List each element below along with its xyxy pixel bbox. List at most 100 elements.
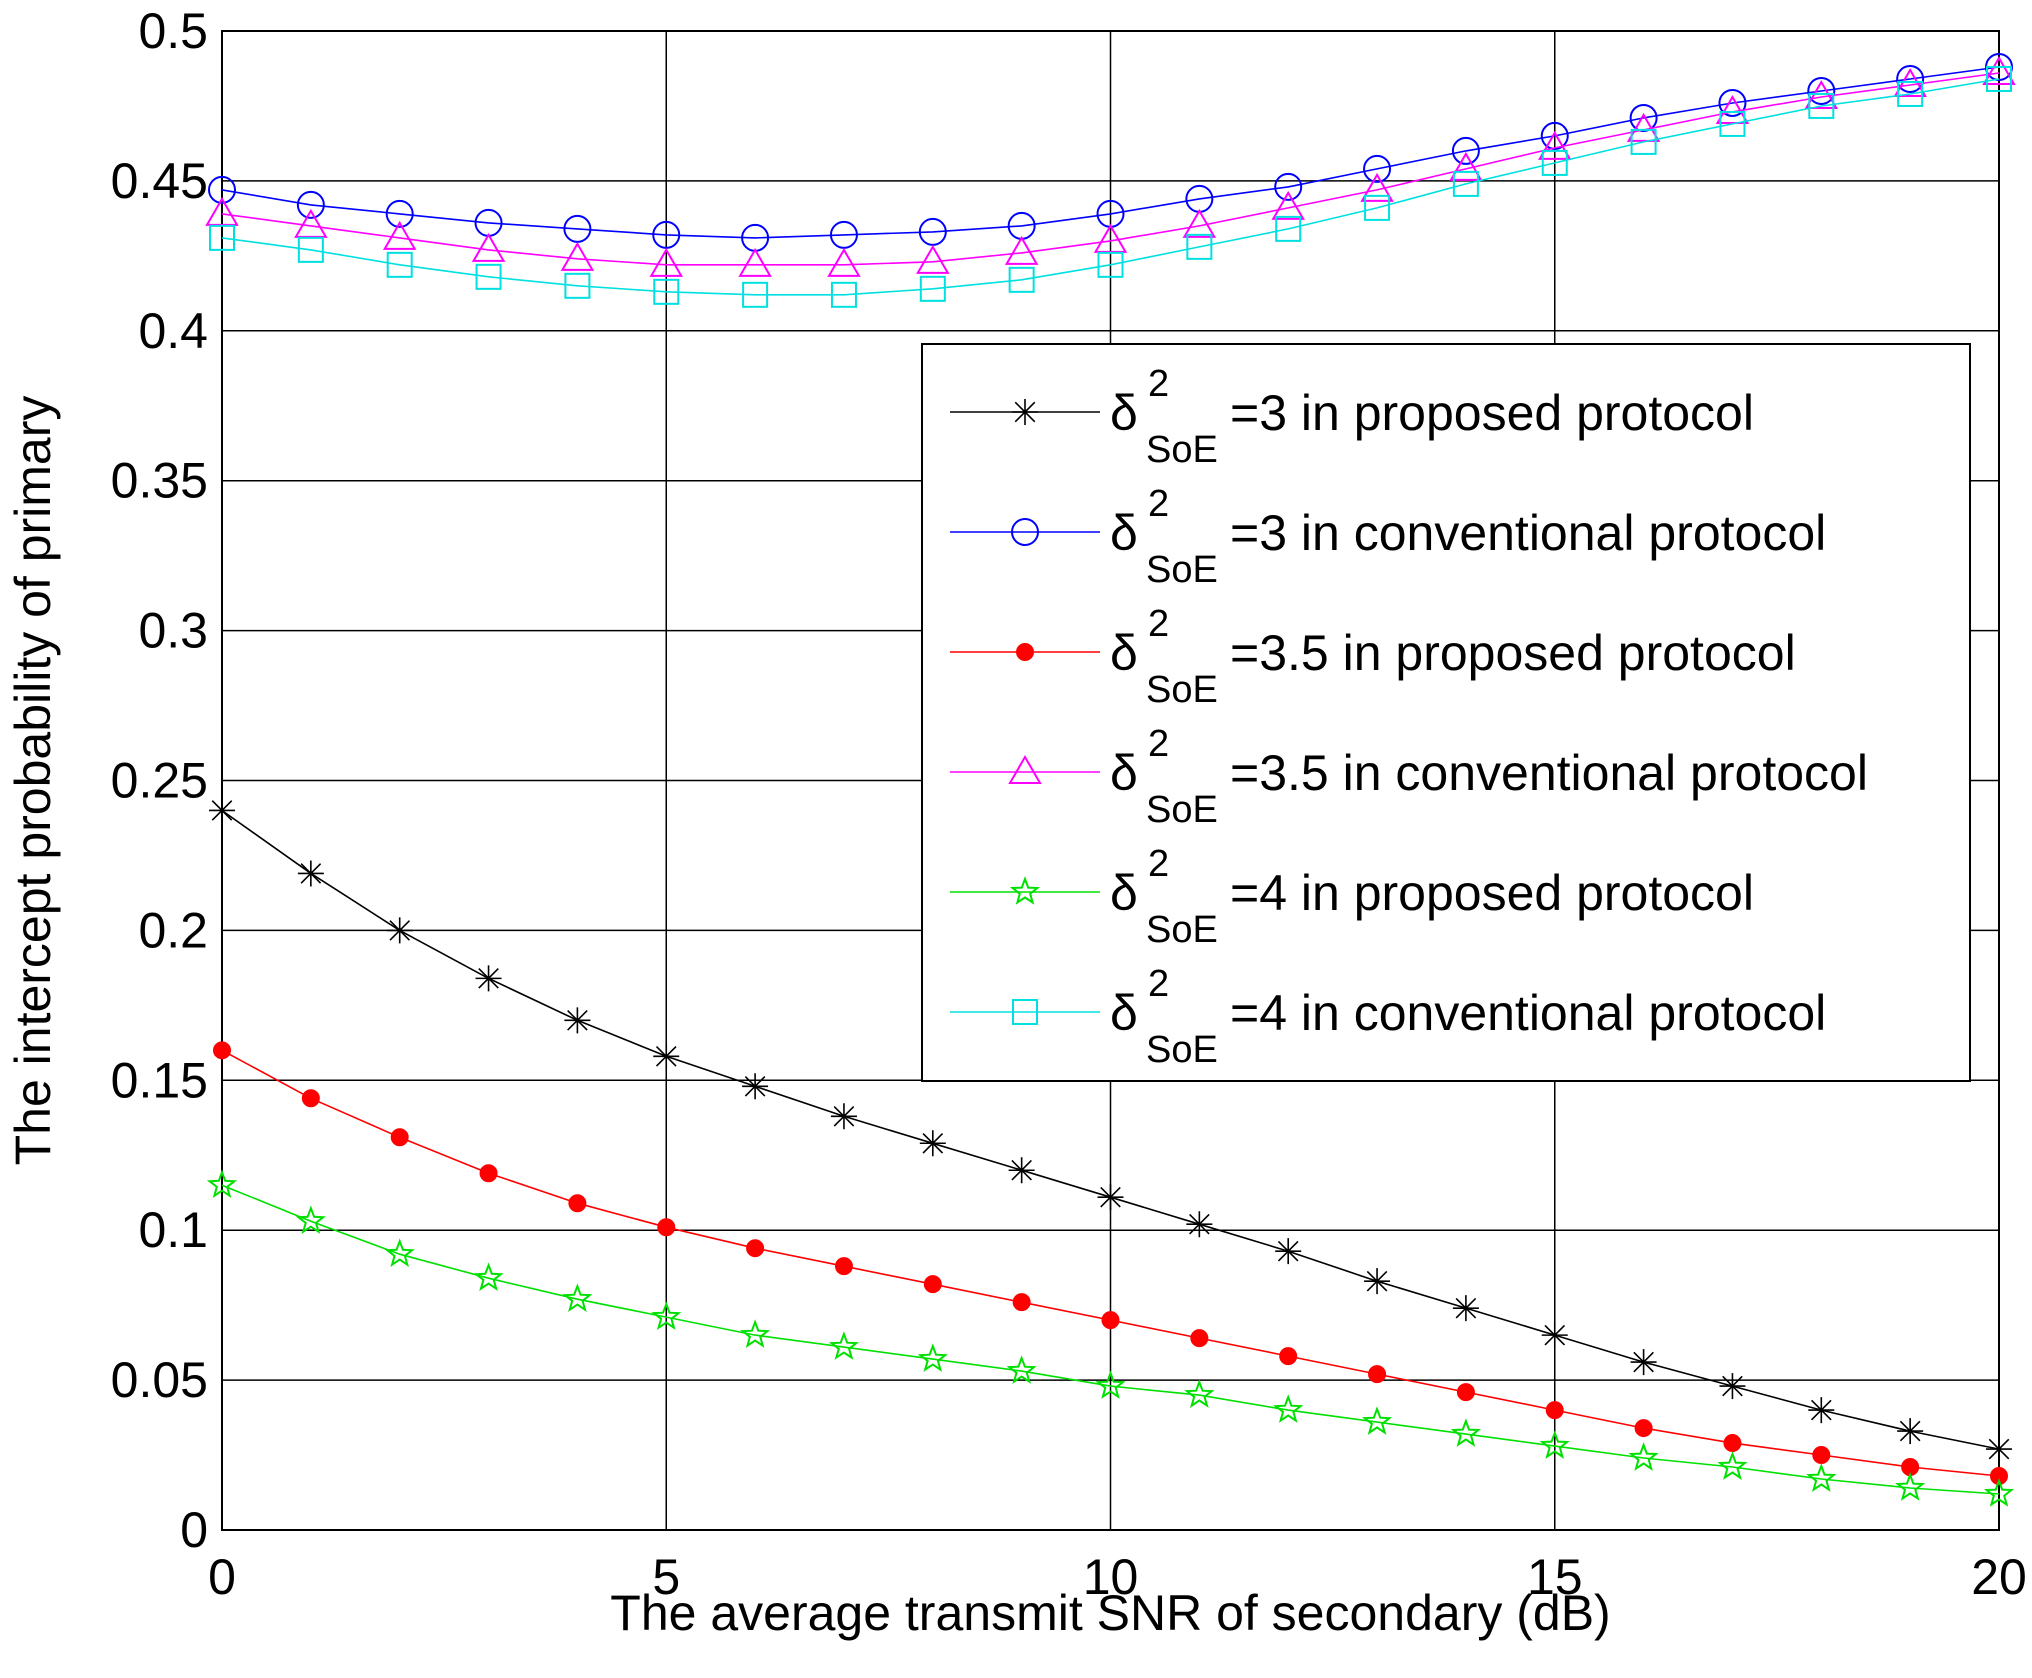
x-tick-label: 10 (1083, 1549, 1139, 1605)
data-point (1186, 233, 1213, 260)
data-point (1452, 1295, 1479, 1322)
legend-superscript: 2 (1148, 363, 1169, 405)
data-point (208, 175, 236, 204)
series-2 (208, 52, 2013, 252)
series-5 (206, 1169, 2015, 1507)
legend-subscript: SoE (1146, 1029, 1218, 1071)
legend-marker (1012, 999, 1038, 1025)
data-point (1361, 1406, 1393, 1435)
data-point (1279, 1347, 1298, 1366)
x-tick-label: 5 (652, 1549, 680, 1605)
data-point (739, 1319, 771, 1348)
legend-superscript: 2 (1148, 843, 1169, 885)
data-point (1452, 170, 1479, 197)
data-point (1545, 1401, 1564, 1420)
data-point (297, 860, 324, 887)
x-tick-label: 20 (1971, 1549, 2027, 1605)
data-point (390, 1128, 409, 1147)
data-point (1540, 121, 1569, 150)
tick-labels: 0 5 10 15 20 0 0.05 0.1 0.15 0.2 0.25 0.3 0.35 0.4 0.4… (111, 3, 2027, 1605)
data-point (1450, 1418, 1481, 1447)
data-point (1723, 1434, 1742, 1453)
y-tick-label: 0.25 (111, 753, 208, 809)
data-point (919, 275, 946, 302)
data-point (471, 232, 506, 262)
data-point (206, 1169, 238, 1198)
data-point (1095, 1370, 1126, 1399)
data-point (1990, 1467, 2008, 1486)
y-tick-label: 0.45 (111, 153, 208, 209)
data-point (1274, 172, 1303, 201)
legend-label: =4 in conventional protocol (1230, 985, 1826, 1041)
data-point (1717, 1451, 1748, 1480)
data-point (1364, 194, 1391, 221)
legend-label: =4 in proposed protocol (1230, 865, 1754, 921)
data-point (1360, 172, 1394, 202)
legend-subscript: SoE (1146, 549, 1218, 591)
data-point (562, 1283, 593, 1313)
data-point (742, 1073, 769, 1100)
data-point (297, 236, 324, 263)
legend-marker (1011, 518, 1039, 546)
data-point (649, 247, 683, 277)
legend-label: =3.5 in proposed protocol (1230, 625, 1796, 681)
data-point (213, 1041, 231, 1060)
data-point (1634, 1419, 1653, 1438)
data-point (923, 1275, 942, 1294)
data-point (1271, 190, 1305, 220)
legend-box (921, 343, 1971, 1082)
data-point (209, 797, 235, 824)
data-point (1006, 1355, 1037, 1384)
legend-marker (1016, 643, 1034, 661)
data-point (1275, 1238, 1302, 1265)
data-point (301, 1089, 320, 1108)
data-point (834, 1257, 853, 1276)
legend-item: δ2 SoE =3.5 in proposed protocol (950, 603, 1796, 711)
data-point (1806, 1463, 1837, 1492)
legend-symbol: δ (1110, 865, 1138, 921)
data-point (1807, 76, 1836, 105)
data-point (653, 278, 680, 305)
data-point (1364, 1268, 1391, 1295)
y-tick-label: 0.1 (138, 1202, 208, 1258)
y-tick-label: 0.2 (138, 902, 208, 958)
y-tick-label: 0 (180, 1502, 208, 1558)
legend-superscript: 2 (1148, 723, 1169, 765)
series-line (221, 66, 2000, 239)
legend-item: δ2 SoE =3 in proposed protocol (950, 363, 1754, 471)
data-point (1539, 1430, 1570, 1459)
data-point (1719, 110, 1746, 137)
data-point (830, 1103, 857, 1130)
data-point (1008, 1157, 1035, 1184)
legend-marker (1009, 876, 1041, 905)
data-point (1190, 1329, 1209, 1348)
y-tick-label: 0.3 (138, 603, 208, 659)
data-point (296, 190, 325, 219)
legend-item: δ2 SoE =4 in proposed protocol (950, 843, 1754, 951)
data-point (1719, 1373, 1746, 1400)
data-point (1629, 103, 1658, 132)
x-axis-label: The average transmit SNR of secondary (d… (610, 1585, 1610, 1641)
data-point (1449, 151, 1483, 181)
plot-frame (221, 30, 2000, 1531)
y-axis-label: The intercept probability of primary (5, 396, 61, 1166)
data-point (564, 1007, 591, 1034)
data-point (1538, 130, 1572, 160)
data-point (1630, 1349, 1657, 1376)
y-tick-label: 0.15 (111, 1052, 208, 1108)
data-point (560, 241, 595, 271)
data-point (651, 1301, 682, 1331)
legend-item: δ2 SoE =3.5 in conventional protocol (950, 723, 1868, 831)
legend-symbol: δ (1110, 505, 1138, 561)
data-point (475, 965, 502, 992)
data-point (1986, 1436, 2012, 1463)
legend-marker (1008, 754, 1042, 784)
data-point (1541, 1322, 1568, 1349)
legend-symbol: δ (1110, 385, 1138, 441)
series-line (221, 1184, 2000, 1495)
data-point (1368, 1365, 1387, 1384)
data-point (1715, 94, 1750, 124)
data-point (384, 1238, 415, 1268)
